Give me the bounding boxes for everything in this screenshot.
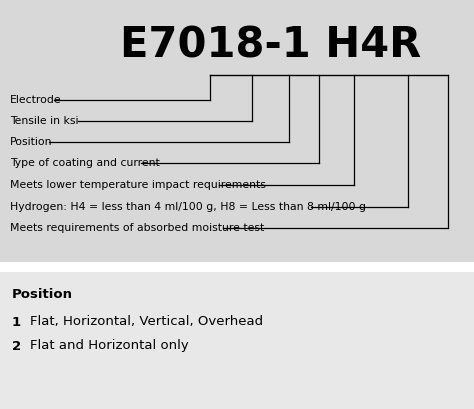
Text: Electrode: Electrode bbox=[10, 95, 62, 105]
Text: Type of coating and current: Type of coating and current bbox=[10, 158, 160, 168]
Bar bbox=[0, 262, 474, 272]
Text: Meets requirements of absorbed moisture test: Meets requirements of absorbed moisture … bbox=[10, 223, 264, 233]
Text: Flat and Horizontal only: Flat and Horizontal only bbox=[30, 339, 189, 353]
Text: 2: 2 bbox=[12, 339, 21, 353]
Text: Meets lower temperature impact requirements: Meets lower temperature impact requireme… bbox=[10, 180, 266, 190]
Text: Hydrogen: H4 = less than 4 ml/100 g, H8 = Less than 8 ml/100 g: Hydrogen: H4 = less than 4 ml/100 g, H8 … bbox=[10, 202, 366, 212]
Text: Position: Position bbox=[10, 137, 53, 147]
Text: 1: 1 bbox=[12, 315, 21, 328]
Text: Flat, Horizontal, Vertical, Overhead: Flat, Horizontal, Vertical, Overhead bbox=[30, 315, 263, 328]
Text: Tensile in ksi: Tensile in ksi bbox=[10, 116, 79, 126]
Text: Position: Position bbox=[12, 288, 73, 301]
Text: E7018-1 H4R: E7018-1 H4R bbox=[119, 24, 421, 66]
Bar bbox=[0, 272, 474, 409]
